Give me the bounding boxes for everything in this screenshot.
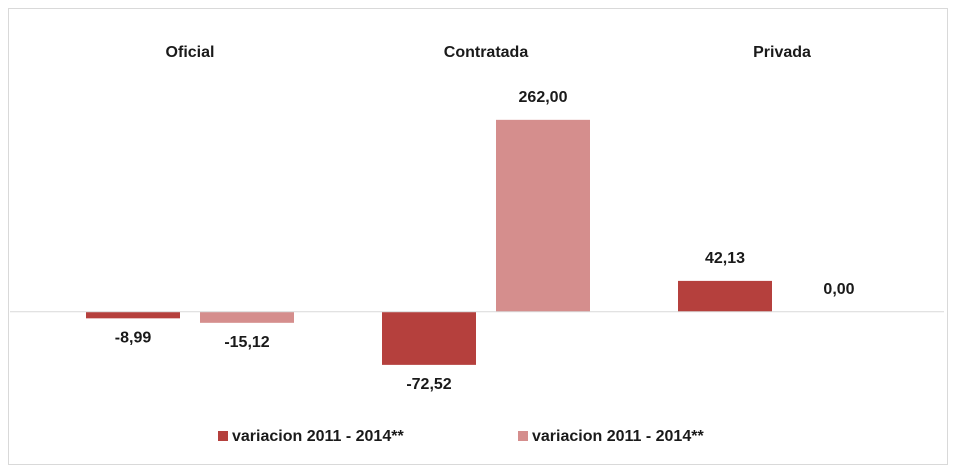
data-label: -8,99 <box>115 330 152 347</box>
legend-label: variacion 2011 - 2014** <box>532 428 704 445</box>
legend-marker <box>218 431 228 441</box>
bar <box>678 280 772 312</box>
category-label: Contratada <box>444 44 529 61</box>
bar <box>496 119 590 312</box>
bar <box>200 311 294 323</box>
legend-label: variacion 2011 - 2014** <box>232 428 404 445</box>
bar <box>86 311 180 319</box>
chart-frame <box>8 8 948 465</box>
data-label: 0,00 <box>823 281 854 298</box>
legend-marker <box>518 431 528 441</box>
data-label: 262,00 <box>519 89 568 106</box>
category-label: Privada <box>753 44 811 61</box>
data-label: -15,12 <box>224 334 269 351</box>
category-label: Oficial <box>166 44 215 61</box>
data-label: -72,52 <box>406 376 451 393</box>
bar <box>382 311 476 365</box>
data-label: 42,13 <box>705 250 745 267</box>
